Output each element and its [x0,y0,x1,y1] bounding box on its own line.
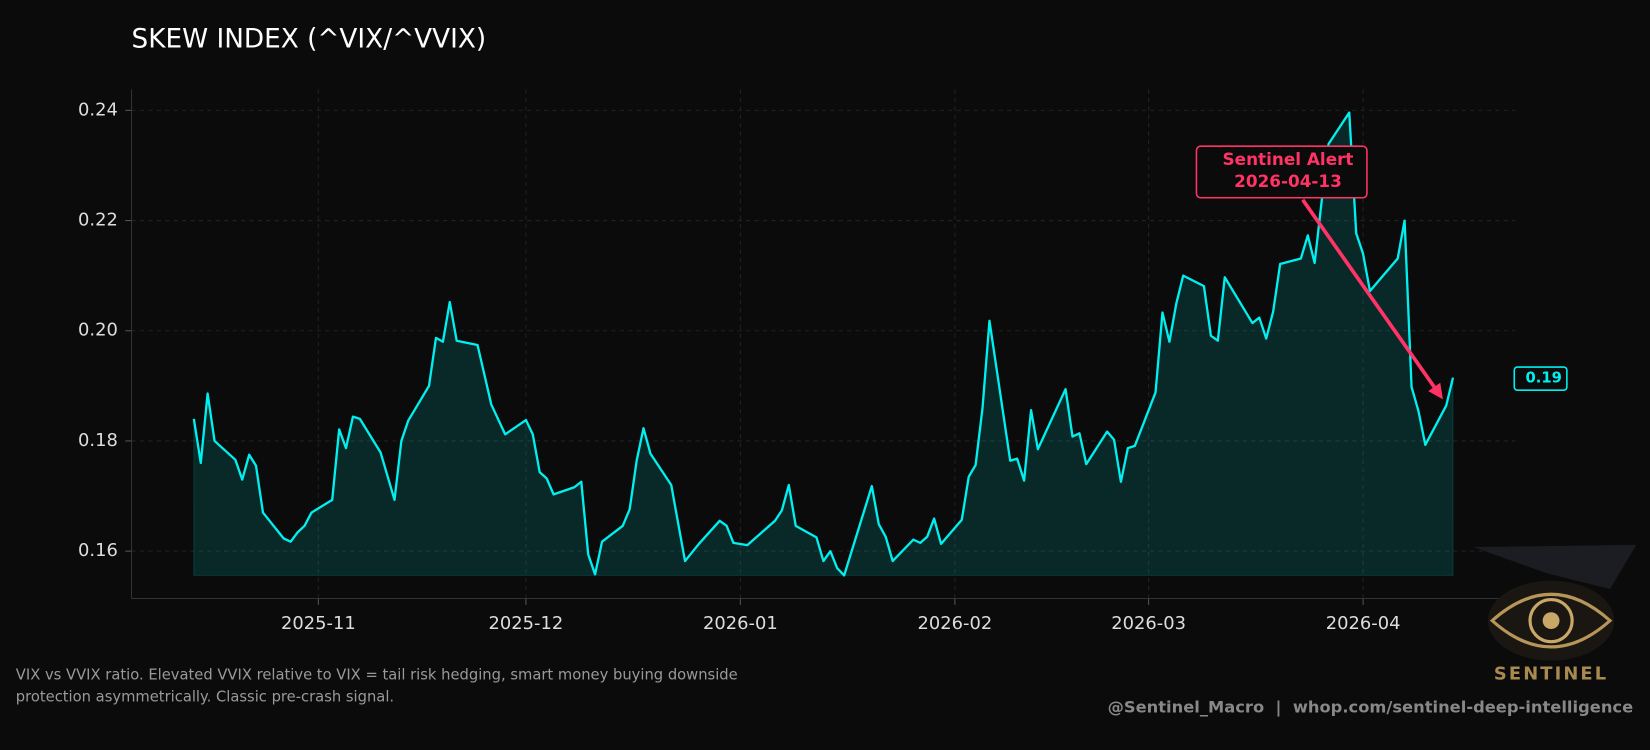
annotation-arrow [1301,198,1439,392]
x-tick-label: 2025-12 [489,613,564,634]
credit: @Sentinel_Macro | whop.com/sentinel-deep… [1108,697,1634,717]
x-tick-label: 2026-03 [1111,613,1186,634]
line [192,111,1455,577]
x-tick-label: 2026-01 [703,613,778,634]
logo-eye [1489,592,1613,649]
y-tick-label: 0.22 [78,210,118,231]
x-tick-label: 2026-04 [1326,613,1401,634]
logo-text: SENTINEL [1494,663,1608,684]
annotation-arrowhead [1428,382,1443,400]
chart-title: SKEW INDEX (^VIX/^VVIX) [132,24,487,54]
logo-pupil [1542,612,1560,630]
value-label-box [1513,366,1568,391]
value-label: 0.19 [1526,370,1562,387]
footnote: protection asymmetrically. Classic pre-c… [16,688,394,705]
y-tick-label: 0.20 [78,320,118,341]
annotation-text: 2026-04-13 [1234,171,1342,191]
y-tick-label: 0.24 [78,99,118,120]
x-tick-label: 2025-11 [281,613,356,634]
logo [1473,544,1637,661]
footnote: VIX vs VVIX ratio. Elevated VVIX relativ… [16,666,738,683]
annotation-text: Sentinel Alert [1223,149,1354,169]
logo-iris [1528,598,1574,644]
annotation-box [1195,145,1368,199]
y-tick-label: 0.18 [78,430,118,451]
logo-shape [1473,544,1637,590]
x-tick-label: 2026-02 [918,613,993,634]
y-tick-label: 0.16 [78,540,118,561]
